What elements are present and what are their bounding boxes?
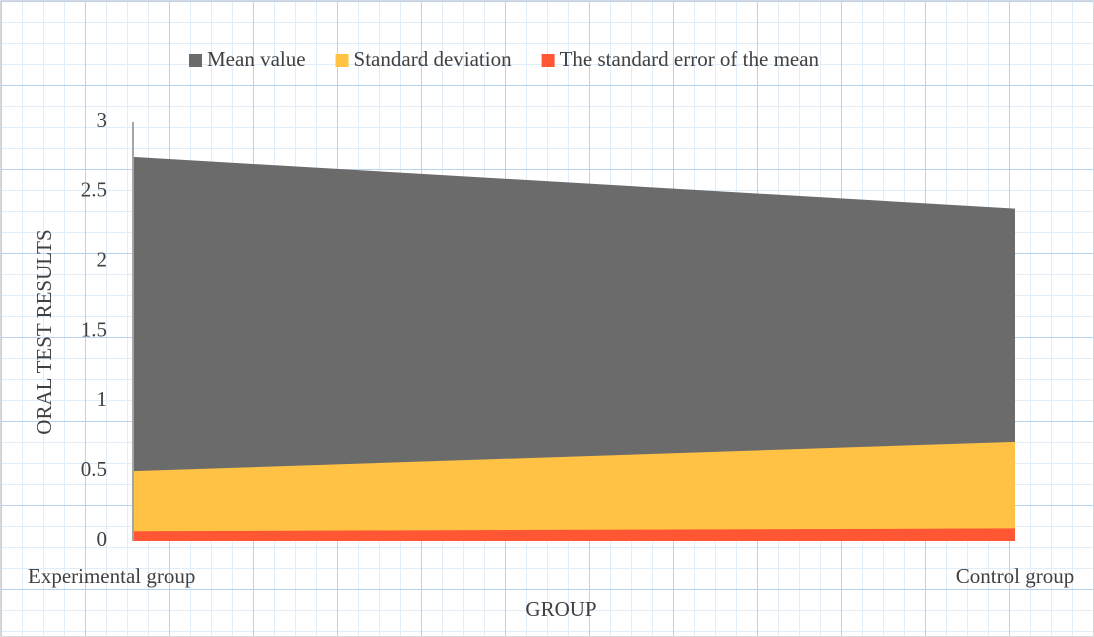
x-tick-label: Experimental group <box>28 564 195 588</box>
y-tick-label: 0 <box>97 527 108 551</box>
legend-swatch <box>541 54 555 67</box>
y-axis-title: ORAL TEST RESULTS <box>32 229 56 434</box>
legend-swatch <box>189 54 202 67</box>
y-tick-label: 3 <box>97 108 108 132</box>
area <box>133 441 1015 541</box>
x-axis-title: GROUP <box>525 597 596 621</box>
y-tick-label: 0.5 <box>81 457 107 481</box>
x-tick-label: Control group <box>956 564 1074 588</box>
area <box>133 156 1015 541</box>
legend-label: Standard deviation <box>354 47 513 71</box>
legend-label: Mean value <box>207 47 306 71</box>
area <box>133 528 1015 541</box>
y-tick-label: 2 <box>97 247 108 271</box>
y-tick-label: 1.5 <box>81 317 107 341</box>
y-tick-label: 1 <box>97 387 108 411</box>
legend-label: The standard error of the mean <box>560 47 820 71</box>
y-tick-label: 2.5 <box>81 178 107 202</box>
legend-swatch <box>335 54 349 67</box>
